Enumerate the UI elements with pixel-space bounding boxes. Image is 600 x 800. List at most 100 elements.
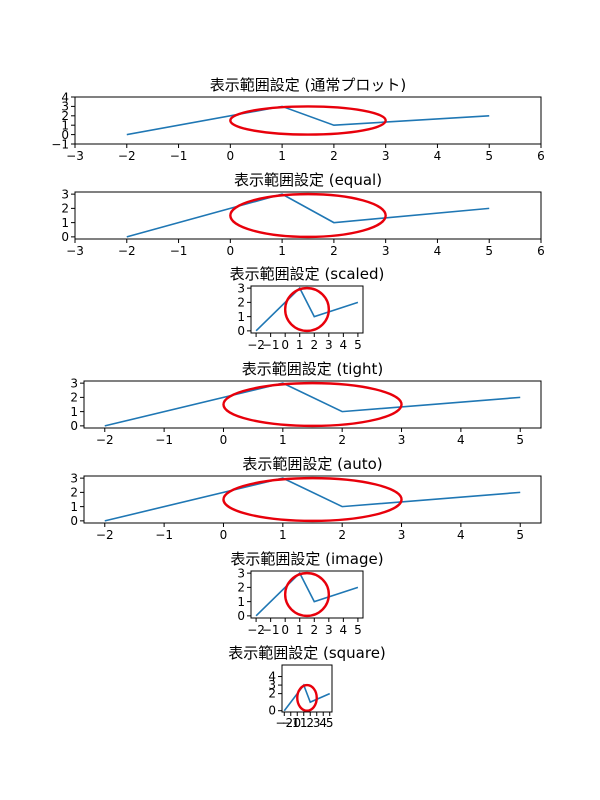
x-tick-label: 0: [293, 716, 301, 730]
chart-title: 表示範囲設定 (tight): [242, 360, 383, 378]
x-tick-label: 5: [326, 716, 334, 730]
series-line: [104, 382, 521, 427]
x-tick-label: 1: [300, 716, 308, 730]
axes-frame: [74, 191, 542, 240]
axes-frame: [83, 380, 542, 429]
y-tick-label: 0: [70, 514, 78, 528]
x-tick-label: 1: [278, 149, 286, 163]
series-line: [104, 477, 521, 522]
chart-title: 表示範囲設定 (通常プロット): [210, 76, 406, 94]
y-tick-label: 1: [237, 595, 245, 609]
x-tick-label: 2: [310, 338, 318, 352]
x-tick-label: 2: [338, 528, 346, 542]
x-tick-label: −1: [262, 338, 280, 352]
x-tick-label: 0: [220, 433, 228, 447]
y-tick-label: 4: [61, 90, 69, 104]
x-tick-label: 5: [485, 149, 493, 163]
circle-patch: [283, 571, 331, 618]
x-tick-label: −2: [118, 149, 136, 163]
x-tick-label: −1: [155, 433, 173, 447]
x-tick-label: 5: [485, 244, 493, 258]
x-tick-label: 2: [306, 716, 314, 730]
x-tick-label: 2: [330, 149, 338, 163]
circle-patch: [296, 683, 318, 712]
x-tick-label: 3: [382, 244, 390, 258]
y-tick-label: 3: [61, 100, 69, 114]
x-tick-label: 4: [319, 716, 327, 730]
x-tick-label: 1: [296, 623, 304, 637]
axes-frame: [83, 475, 542, 524]
x-tick-label: 4: [457, 528, 465, 542]
x-tick-label: 1: [278, 244, 286, 258]
x-tick-label: 0: [227, 149, 235, 163]
y-tick-label: 0: [61, 230, 69, 244]
circle-patch: [283, 286, 331, 333]
circle-patch: [222, 381, 403, 428]
y-tick-label: 0: [70, 419, 78, 433]
x-tick-label: 3: [382, 149, 390, 163]
x-tick-label: 4: [340, 623, 348, 637]
y-tick-label: 2: [70, 391, 78, 405]
x-tick-label: 5: [516, 433, 524, 447]
x-tick-label: 1: [296, 338, 304, 352]
y-tick-label: 1: [237, 310, 245, 324]
x-tick-label: 1: [279, 528, 287, 542]
x-tick-label: 5: [354, 623, 362, 637]
y-tick-label: 2: [61, 202, 69, 216]
axes-frame: [74, 96, 542, 145]
y-tick-label: 3: [70, 471, 78, 485]
x-tick-label: 0: [281, 623, 289, 637]
x-tick-label: −1: [282, 716, 300, 730]
series-line: [255, 286, 359, 332]
x-tick-label: −2: [96, 528, 114, 542]
series-line: [126, 193, 490, 238]
y-tick-label: 3: [237, 281, 245, 295]
x-tick-label: 4: [434, 244, 442, 258]
x-tick-label: −1: [155, 528, 173, 542]
y-tick-label: 3: [268, 678, 276, 692]
x-tick-label: −2: [96, 433, 114, 447]
x-tick-label: 3: [398, 528, 406, 542]
x-tick-label: 5: [354, 338, 362, 352]
y-tick-label: 0: [268, 704, 276, 718]
y-tick-label: 2: [61, 109, 69, 123]
x-tick-label: 0: [227, 244, 235, 258]
circle-patch: [229, 105, 387, 136]
y-tick-label: 0: [237, 324, 245, 338]
x-tick-label: −2: [247, 623, 265, 637]
x-tick-label: −1: [170, 149, 188, 163]
x-tick-label: 3: [313, 716, 321, 730]
plot-area: [283, 683, 331, 712]
y-tick-label: 3: [70, 376, 78, 390]
x-tick-label: 4: [434, 149, 442, 163]
series-line: [126, 105, 490, 136]
plot-area: [255, 571, 359, 618]
x-tick-label: −1: [170, 244, 188, 258]
x-tick-label: −3: [66, 149, 84, 163]
x-tick-label: 6: [537, 149, 545, 163]
y-tick-label: −1: [51, 137, 69, 151]
x-tick-label: 2: [330, 244, 338, 258]
x-tick-label: 4: [340, 338, 348, 352]
chart-title: 表示範囲設定 (equal): [234, 171, 382, 189]
y-tick-label: 2: [268, 687, 276, 701]
chart-title: 表示範囲設定 (scaled): [230, 265, 385, 283]
axes-frame: [250, 285, 364, 334]
x-tick-label: −3: [66, 244, 84, 258]
series-line: [283, 683, 331, 712]
y-tick-label: 3: [61, 187, 69, 201]
y-tick-label: 4: [268, 669, 276, 683]
x-tick-label: 0: [220, 528, 228, 542]
x-tick-label: 6: [537, 244, 545, 258]
x-tick-label: 4: [457, 433, 465, 447]
y-tick-label: 1: [61, 216, 69, 230]
y-tick-label: 2: [237, 296, 245, 310]
circle-patch: [229, 192, 387, 239]
x-tick-label: −2: [275, 716, 293, 730]
x-tick-label: 5: [516, 528, 524, 542]
x-tick-label: 2: [310, 623, 318, 637]
